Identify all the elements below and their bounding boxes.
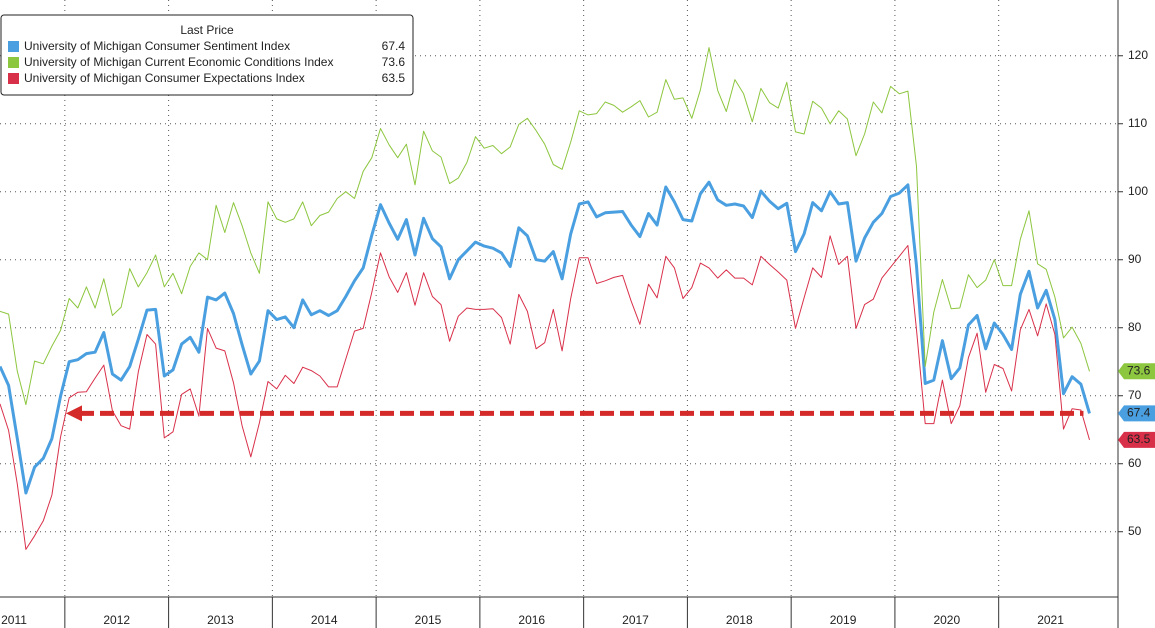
y-tick-label: 80 (1128, 320, 1142, 334)
y-tick-label: 60 (1128, 456, 1142, 470)
x-tick-label: 2015 (415, 613, 442, 627)
y-tick-label: 50 (1128, 524, 1142, 538)
legend: Last Price University of Michigan Consume… (0, 14, 414, 96)
x-tick-label: 2021 (1037, 613, 1064, 627)
x-tick-label: 2012 (103, 613, 130, 627)
y-tick-label: 70 (1128, 388, 1142, 402)
last-value-label: 63.5 (1127, 432, 1151, 446)
series-line (0, 180, 1091, 495)
legend-label: University of Michigan Consumer Sentimen… (24, 39, 290, 53)
x-tick-label: 2014 (311, 613, 338, 627)
legend-box (0, 14, 414, 96)
x-tick-label: 2013 (207, 613, 234, 627)
y-tick-label: 90 (1128, 252, 1142, 266)
x-tick-label: 2019 (830, 613, 857, 627)
legend-value: 73.6 (382, 55, 406, 69)
y-tick-label: 110 (1128, 116, 1147, 130)
last-value-label: 73.6 (1127, 363, 1151, 377)
x-tick-label: 2017 (622, 613, 649, 627)
legend-value: 67.4 (382, 39, 406, 53)
series-line (0, 235, 1090, 550)
legend-swatch (8, 41, 19, 52)
x-tick-label: 2018 (726, 613, 753, 627)
legend-value: 63.5 (382, 71, 406, 85)
legend-title: Last Price (180, 23, 234, 37)
last-value-tag (1118, 405, 1155, 422)
legend-label: University of Michigan Consumer Expectat… (24, 71, 305, 85)
legend-swatch (8, 73, 19, 84)
series-line (0, 47, 1090, 406)
last-value-label: 67.4 (1127, 406, 1151, 420)
legend-label: University of Michigan Current Economic … (24, 55, 333, 69)
y-tick-label: 100 (1128, 184, 1148, 198)
y-tick-label: 120 (1128, 48, 1148, 62)
last-value-tag (1118, 363, 1155, 380)
legend-swatch (8, 57, 19, 68)
x-tick-label: 2020 (933, 613, 960, 627)
last-value-tag (1118, 431, 1155, 448)
x-tick-label: 2016 (518, 613, 545, 627)
lines (0, 47, 1091, 550)
arrow-head (66, 405, 82, 422)
x-tick-label: 2011 (1, 613, 27, 627)
